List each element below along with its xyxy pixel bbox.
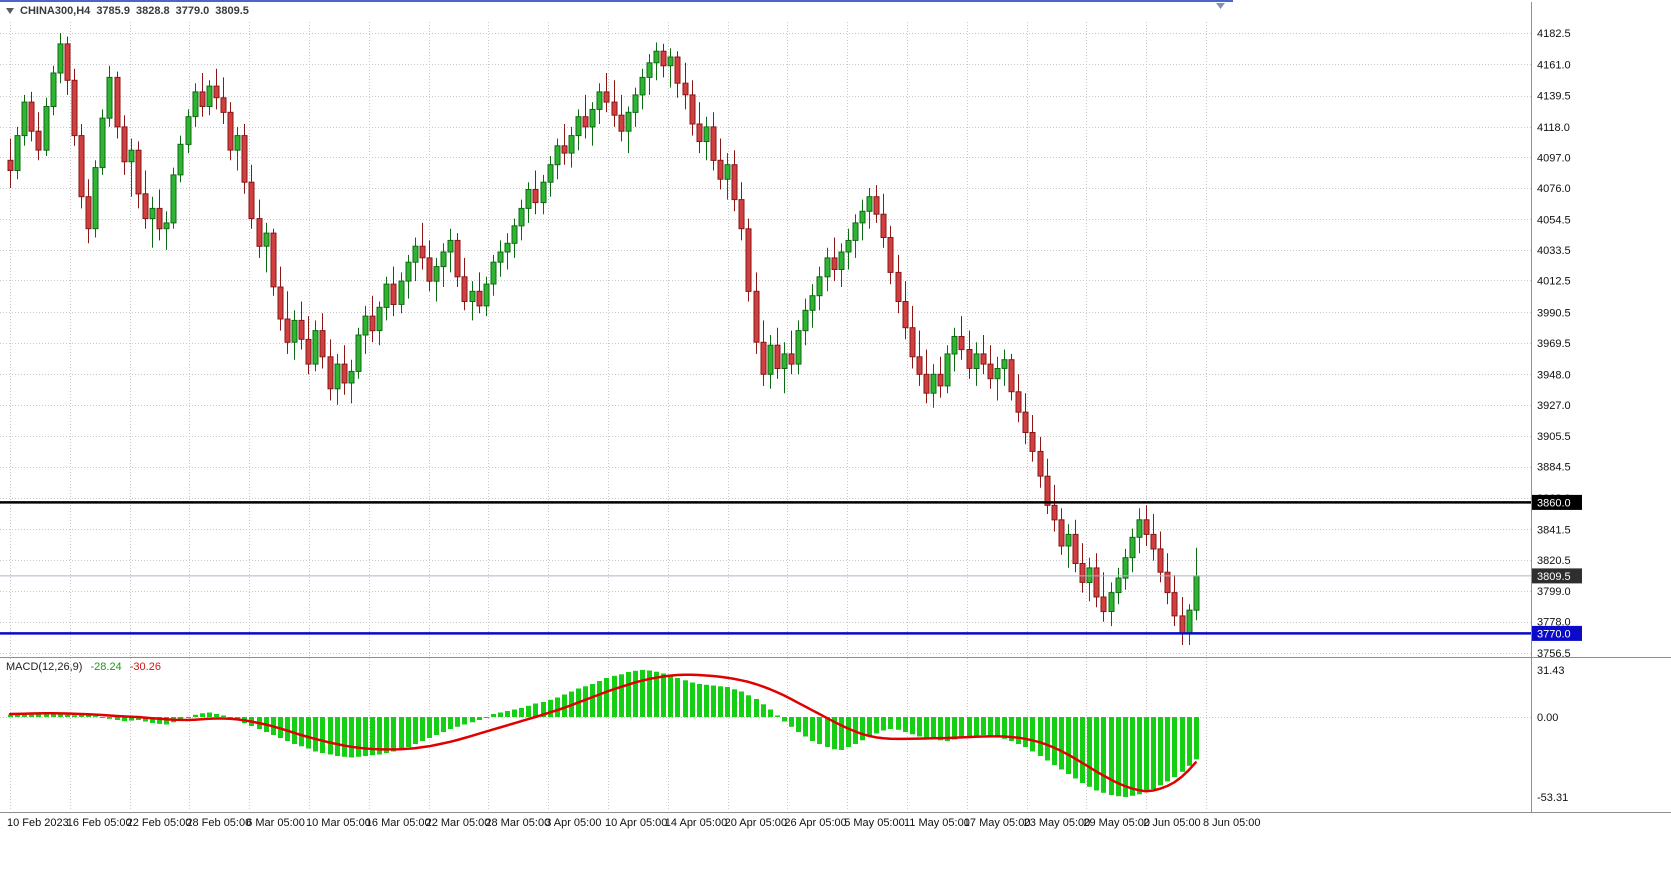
price-scale[interactable]: 4182.5 4161.0 4139.5 4118.0 4097.0 4076.0 4054…: [1537, 28, 1571, 804]
svg-text:20 Apr 05:00: 20 Apr 05:00: [725, 817, 787, 829]
svg-text:4161.0: 4161.0: [1537, 59, 1571, 71]
svg-text:31.43: 31.43: [1537, 665, 1565, 677]
chart-ohlc-header: CHINA300,H4 3785.9 3828.8 3779.0 3809.5: [6, 5, 249, 17]
macd-indicator-label: MACD(12,26,9) -28.24 -30.26: [6, 661, 161, 673]
svg-text:4118.0: 4118.0: [1537, 122, 1570, 134]
svg-text:3799.0: 3799.0: [1537, 586, 1571, 598]
resistance-price-badge: 3860.0: [1532, 494, 1582, 510]
svg-text:10 Apr 05:00: 10 Apr 05:00: [605, 817, 667, 829]
svg-text:3841.5: 3841.5: [1537, 524, 1571, 536]
svg-text:3990.5: 3990.5: [1537, 307, 1571, 319]
low-value: 3779.0: [175, 5, 210, 17]
chart-shift-marker[interactable]: [1216, 3, 1225, 9]
svg-text:3969.5: 3969.5: [1537, 338, 1571, 350]
open-value: 3785.9: [96, 5, 130, 17]
macd-signal-value: -30.26: [129, 661, 161, 673]
support-price-badge: 3770.0: [1532, 625, 1582, 641]
svg-text:3770.0: 3770.0: [1537, 628, 1571, 640]
svg-text:0.00: 0.00: [1537, 712, 1558, 724]
svg-text:3927.0: 3927.0: [1537, 400, 1571, 412]
svg-text:3860.0: 3860.0: [1537, 497, 1571, 509]
symbol-period-label: CHINA300,H4: [20, 5, 91, 17]
svg-text:4054.5: 4054.5: [1537, 214, 1571, 226]
svg-text:16 Feb 05:00: 16 Feb 05:00: [67, 817, 132, 829]
svg-text:29 May 05:00: 29 May 05:00: [1083, 817, 1150, 829]
svg-text:8 Jun 05:00: 8 Jun 05:00: [1203, 817, 1261, 829]
svg-text:4033.5: 4033.5: [1537, 245, 1571, 257]
svg-text:4139.5: 4139.5: [1537, 91, 1571, 103]
svg-text:28 Mar 05:00: 28 Mar 05:00: [485, 817, 550, 829]
svg-text:26 Apr 05:00: 26 Apr 05:00: [784, 817, 846, 829]
macd-histogram: [8, 669, 1199, 797]
svg-text:4076.0: 4076.0: [1537, 183, 1571, 195]
svg-text:3756.5: 3756.5: [1537, 648, 1571, 660]
macd-name: MACD(12,26,9): [6, 661, 83, 673]
svg-text:3809.5: 3809.5: [1537, 571, 1571, 583]
symbol-dropdown-icon[interactable]: [6, 8, 14, 14]
high-value: 3828.8: [135, 5, 170, 17]
last-price-badge: 3809.5: [1532, 568, 1582, 584]
svg-text:3905.5: 3905.5: [1537, 431, 1571, 443]
svg-text:3778.0: 3778.0: [1537, 617, 1571, 629]
close-value: 3809.5: [215, 5, 249, 17]
pane-separators: [0, 2, 1671, 813]
svg-text:3948.0: 3948.0: [1537, 369, 1571, 381]
svg-text:22 Mar 05:00: 22 Mar 05:00: [426, 817, 491, 829]
svg-text:10 Feb 2023: 10 Feb 2023: [7, 817, 69, 829]
svg-text:-53.31: -53.31: [1537, 792, 1568, 804]
macd-main-value: -28.24: [90, 661, 122, 673]
svg-text:5 May 05:00: 5 May 05:00: [844, 817, 905, 829]
svg-text:3884.5: 3884.5: [1537, 462, 1571, 474]
svg-text:28 Feb 05:00: 28 Feb 05:00: [186, 817, 251, 829]
svg-text:4012.5: 4012.5: [1537, 275, 1571, 287]
svg-text:4182.5: 4182.5: [1537, 28, 1571, 40]
svg-text:2 Jun 05:00: 2 Jun 05:00: [1143, 817, 1201, 829]
candles-layer: [7, 33, 1200, 645]
svg-text:14 Apr 05:00: 14 Apr 05:00: [665, 817, 727, 829]
svg-text:22 Feb 05:00: 22 Feb 05:00: [127, 817, 192, 829]
svg-text:17 May 05:00: 17 May 05:00: [964, 817, 1031, 829]
svg-text:4097.0: 4097.0: [1537, 152, 1571, 164]
svg-text:11 May 05:00: 11 May 05:00: [904, 817, 970, 829]
svg-text:16 Mar 05:00: 16 Mar 05:00: [366, 817, 431, 829]
svg-text:23 May 05:00: 23 May 05:00: [1024, 817, 1091, 829]
svg-text:3 Apr 05:00: 3 Apr 05:00: [545, 817, 601, 829]
svg-text:10 Mar 05:00: 10 Mar 05:00: [306, 817, 371, 829]
chart-top-border: [0, 0, 1233, 2]
svg-text:3820.5: 3820.5: [1537, 555, 1571, 567]
macd-signal-line: [8, 673, 1197, 793]
svg-text:6 Mar 05:00: 6 Mar 05:00: [246, 817, 305, 829]
